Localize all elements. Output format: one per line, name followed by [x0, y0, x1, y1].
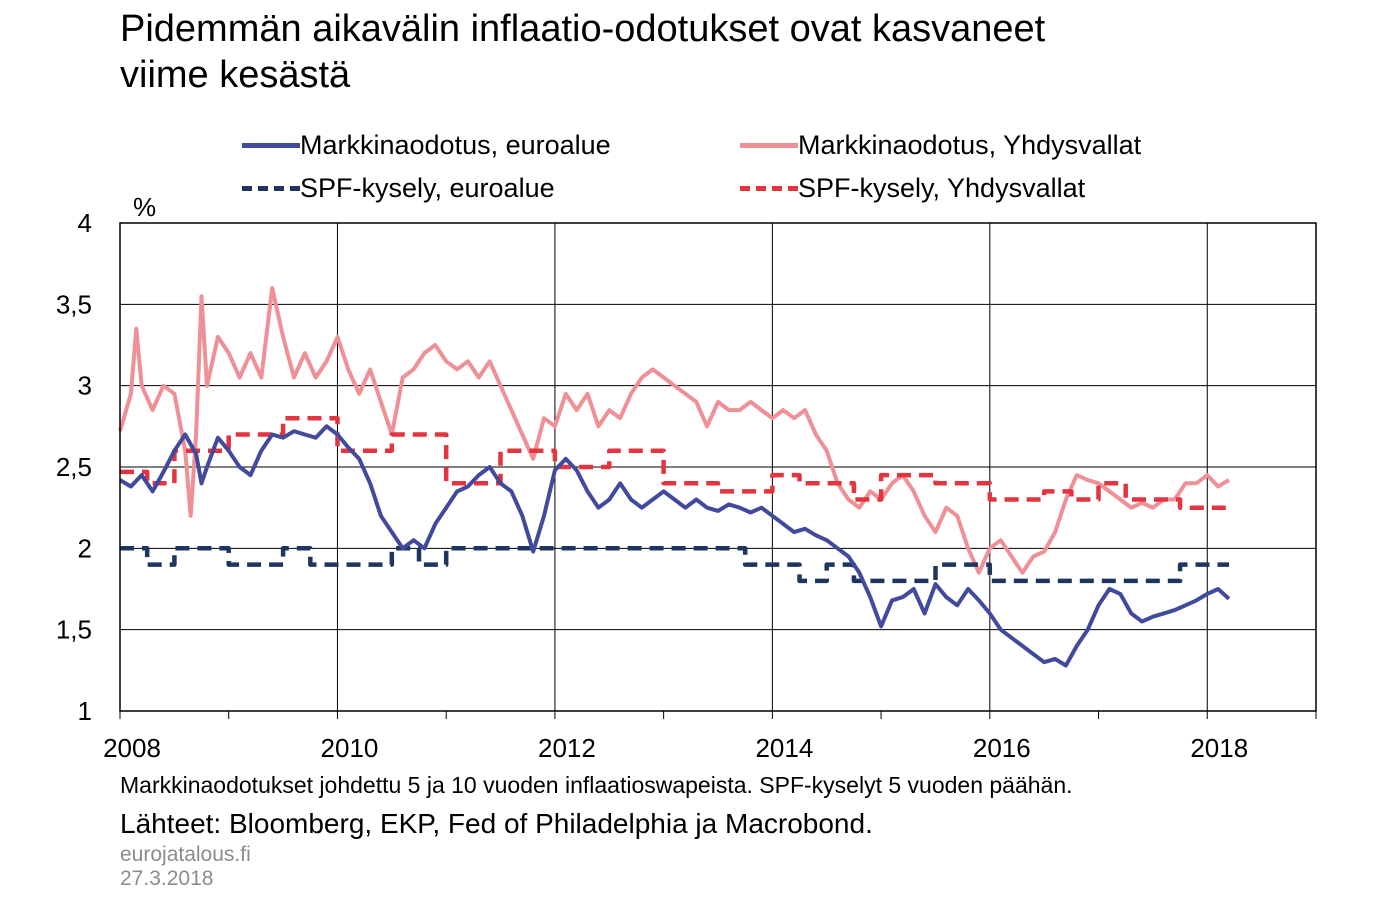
- legend-label-us-spf: SPF-kysely, Yhdysvallat: [798, 173, 1086, 203]
- sources-text: Lähteet: Bloomberg, EKP, Fed of Philadel…: [120, 808, 873, 839]
- site-label: eurojatalous.fi: [120, 843, 251, 866]
- date-label: 27.3.2018: [120, 867, 214, 890]
- chart-title: Pidemmän aikavälin inflaatio-odotukset o…: [120, 6, 1320, 98]
- axis-ticks: 1 1,5 2 2,5 3 3,5 4 2008 2010 2012 2014 2016 2018: [56, 208, 1317, 763]
- y-tick-label: 2,5: [56, 452, 92, 482]
- y-tick-label: 3: [78, 371, 92, 401]
- y-tick-label: 4: [78, 208, 92, 238]
- x-tick-label: 2010: [321, 733, 379, 763]
- x-tick-label: 2014: [755, 733, 813, 763]
- legend-swatch-us-market: [740, 142, 798, 148]
- series-line-ea-market: [118, 424, 1231, 668]
- legend-label-ea-market: Markkinaodotus, euroalue: [300, 130, 611, 160]
- x-tick-label: 2012: [538, 733, 596, 763]
- legend-item-us-market: Markkinaodotus, Yhdysvallat: [740, 129, 1141, 161]
- legend-swatch-ea-market: [242, 142, 300, 148]
- legend-label-ea-spf: SPF-kysely, euroalue: [300, 173, 555, 203]
- title-line-2: viime kesästä: [120, 54, 351, 96]
- legend-item-us-spf: SPF-kysely, Yhdysvallat: [740, 172, 1085, 204]
- legend-item-ea-spf: SPF-kysely, euroalue: [242, 172, 555, 204]
- y-tick-label: 1: [78, 696, 92, 726]
- y-tick-label: 3,5: [56, 289, 92, 319]
- series-line-us-spf: [120, 415, 1229, 510]
- plot-frame: [119, 222, 1317, 712]
- legend-swatch-us-spf: [740, 185, 798, 191]
- chart-series: [118, 286, 1231, 668]
- y-tick-label: 1,5: [56, 615, 92, 645]
- x-tick-label: 2018: [1190, 733, 1248, 763]
- x-tick-label: 2008: [103, 733, 161, 763]
- x-tick-label: 2016: [973, 733, 1031, 763]
- title-line-1: Pidemmän aikavälin inflaatio-odotukset o…: [120, 8, 1046, 50]
- legend-swatch-ea-spf: [242, 185, 300, 191]
- series-line-us-market: [118, 286, 1231, 575]
- series-line-ea-spf: [120, 546, 1229, 584]
- legend-item-ea-market: Markkinaodotus, euroalue: [242, 129, 611, 161]
- y-axis-unit: %: [133, 192, 156, 222]
- y-tick-label: 2: [78, 533, 92, 563]
- chart-grid: [119, 222, 1316, 712]
- footnote-text: Markkinaodotukset johdettu 5 ja 10 vuode…: [120, 772, 1073, 798]
- legend-label-us-market: Markkinaodotus, Yhdysvallat: [798, 130, 1142, 160]
- line-chart: 1 1,5 2 2,5 3 3,5 4 2008 2010 2012 2014 2016 2018 %: [56, 192, 1317, 763]
